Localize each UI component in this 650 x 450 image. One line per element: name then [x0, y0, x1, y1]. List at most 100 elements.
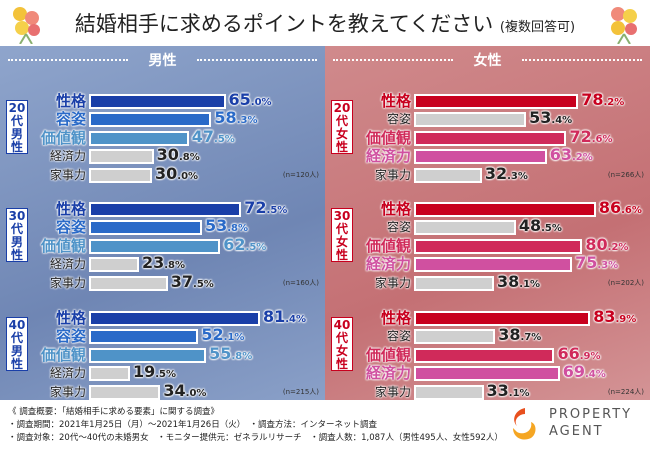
- bar: [89, 202, 242, 217]
- bar-label: 容姿: [386, 112, 411, 127]
- bar-label: 経済力: [49, 257, 86, 272]
- bar-row: 性格 78.2%: [325, 90, 650, 110]
- bar-row: 価値観 72.6%: [325, 126, 650, 147]
- data-label: 30.0%: [155, 163, 199, 183]
- bar-row: 性格 65.0%: [0, 90, 325, 110]
- bar: [89, 238, 221, 254]
- sample-size: (n=224人): [607, 388, 644, 396]
- data-label: 72.6%: [569, 126, 613, 146]
- bar: [414, 311, 591, 326]
- flower-bouquet-icon: [13, 7, 40, 44]
- bar-row: 経済力 30.8%: [0, 145, 325, 165]
- sample-size: (n=215人): [282, 388, 319, 396]
- bar-label: 家事力: [49, 167, 86, 182]
- data-label: 62.5%: [223, 234, 267, 254]
- footer-line: ・調査対象：20代～40代の未婚男女 ・モニター提供元：ゼネラルリサーチ ・調査…: [8, 433, 503, 443]
- bar-row: 家事力 37.5%: [0, 271, 325, 292]
- bar: [414, 220, 516, 236]
- data-label: 53.8%: [204, 216, 249, 236]
- bar-row: 家事力 30.0%: [0, 163, 325, 184]
- data-label: 58.3%: [214, 108, 258, 128]
- bar-row: 容姿 58.3%: [0, 108, 325, 129]
- bar: [89, 366, 130, 382]
- title-text: 結婚相手に求めるポイントを教えてください: [74, 12, 494, 36]
- group-label: 20代女性: [331, 100, 353, 154]
- footer-line: ・調査期間：2021年1月25日（月）～2021年1月26日（火） ・調査方法：…: [8, 420, 377, 430]
- bar-row: 性格 72.5%: [0, 198, 325, 218]
- data-label: 48.5%: [518, 216, 562, 236]
- male-panel: 男性 20代男性 性格 65.0% 容姿 58.3% 価値観 47.5% 経済力 30.8% 家事力…: [0, 46, 325, 400]
- bar: [414, 275, 494, 291]
- sample-size: (n=202人): [607, 279, 644, 287]
- bar: [414, 384, 484, 400]
- bar-label: 家事力: [374, 275, 411, 290]
- bar-label: 性格: [55, 309, 86, 327]
- data-label: 33.1%: [486, 380, 530, 400]
- bar: [414, 238, 583, 254]
- bar-label: 経済力: [49, 366, 86, 381]
- sample-size: (n=266人): [607, 171, 644, 179]
- bar-row: 価値観 80.2%: [325, 235, 650, 255]
- bar-row: 経済力 69.4%: [325, 362, 650, 382]
- bar-label: 価値観: [40, 128, 86, 147]
- bar-label: 経済力: [365, 255, 411, 274]
- bar: [414, 94, 579, 109]
- bar: [414, 257, 573, 273]
- bar-label: 性格: [380, 200, 411, 218]
- bar-row: 家事力 32.3%: [325, 164, 650, 184]
- data-label: 86.6%: [598, 198, 642, 217]
- bar-label: 容姿: [55, 218, 86, 237]
- bar-label: 経済力: [49, 149, 86, 164]
- data-label: 63.2%: [549, 145, 593, 165]
- bar-row: 容姿 53.8%: [0, 216, 325, 237]
- bar-label: 価値観: [365, 345, 411, 364]
- survey-footer: 《 調査概要：「結婚相手に求める要素」に関する調査》 ・調査期間：2021年1月…: [8, 406, 503, 445]
- bar: [414, 149, 547, 165]
- panel-header: 女性: [325, 50, 650, 70]
- bar-row: 経済力 75.3%: [325, 253, 650, 274]
- bar: [414, 366, 560, 382]
- bar: [414, 347, 555, 363]
- data-label: 37.5%: [170, 271, 214, 291]
- chart-title: 結婚相手に求めるポイントを教えてください (複数回答可): [0, 8, 650, 38]
- bar-row: 容姿 52.1%: [0, 325, 325, 346]
- female-panel: 女性 20代女性 性格 78.2% 容姿 53.4% 価値観 72.6% 経済力 63.2% 家事力…: [325, 46, 650, 400]
- panel-header: 男性: [0, 50, 325, 70]
- bar: [89, 311, 260, 326]
- bar-row: 容姿 48.5%: [325, 216, 650, 236]
- data-label: 38.7%: [498, 325, 542, 345]
- bar-label: 容姿: [55, 110, 86, 129]
- bar-label: 性格: [55, 200, 86, 218]
- bar-row: 容姿 53.4%: [325, 108, 650, 128]
- data-label: 47.5%: [191, 126, 235, 146]
- bar-label: 容姿: [55, 327, 86, 346]
- bar-row: 経済力 23.8%: [0, 253, 325, 273]
- bar-label: 容姿: [386, 220, 411, 235]
- bar-row: 性格 83.9%: [325, 307, 650, 327]
- bar-label: 価値観: [40, 236, 86, 255]
- data-label: 38.1%: [497, 271, 541, 291]
- bar: [89, 167, 152, 183]
- bar-row: 経済力 19.5%: [0, 362, 325, 382]
- bar-row: 家事力 38.1%: [325, 271, 650, 292]
- group-label: 20代男性: [6, 100, 28, 154]
- bar-label: 家事力: [49, 275, 86, 290]
- logo-text: AGENT: [549, 424, 604, 439]
- bar-label: 家事力: [374, 167, 411, 182]
- group-label: 40代男性: [6, 317, 28, 371]
- data-label: 81.4%: [262, 307, 306, 326]
- group-label: 30代女性: [331, 208, 353, 262]
- data-label: 23.8%: [141, 253, 186, 273]
- bar-label: 性格: [55, 92, 86, 110]
- bar-row: 経済力 63.2%: [325, 145, 650, 165]
- bar: [89, 275, 168, 291]
- data-label: 66.9%: [557, 343, 601, 363]
- footer-line: 《 調査概要：「結婚相手に求める要素」に関する調査》: [8, 407, 219, 417]
- bar: [89, 130, 189, 146]
- sample-size: (n=120人): [282, 171, 319, 179]
- bar: [89, 220, 202, 236]
- data-label: 19.5%: [132, 362, 176, 382]
- bar-row: 性格 81.4%: [0, 307, 325, 327]
- bar: [414, 112, 527, 128]
- bar-row: 価値観 55.8%: [0, 344, 325, 364]
